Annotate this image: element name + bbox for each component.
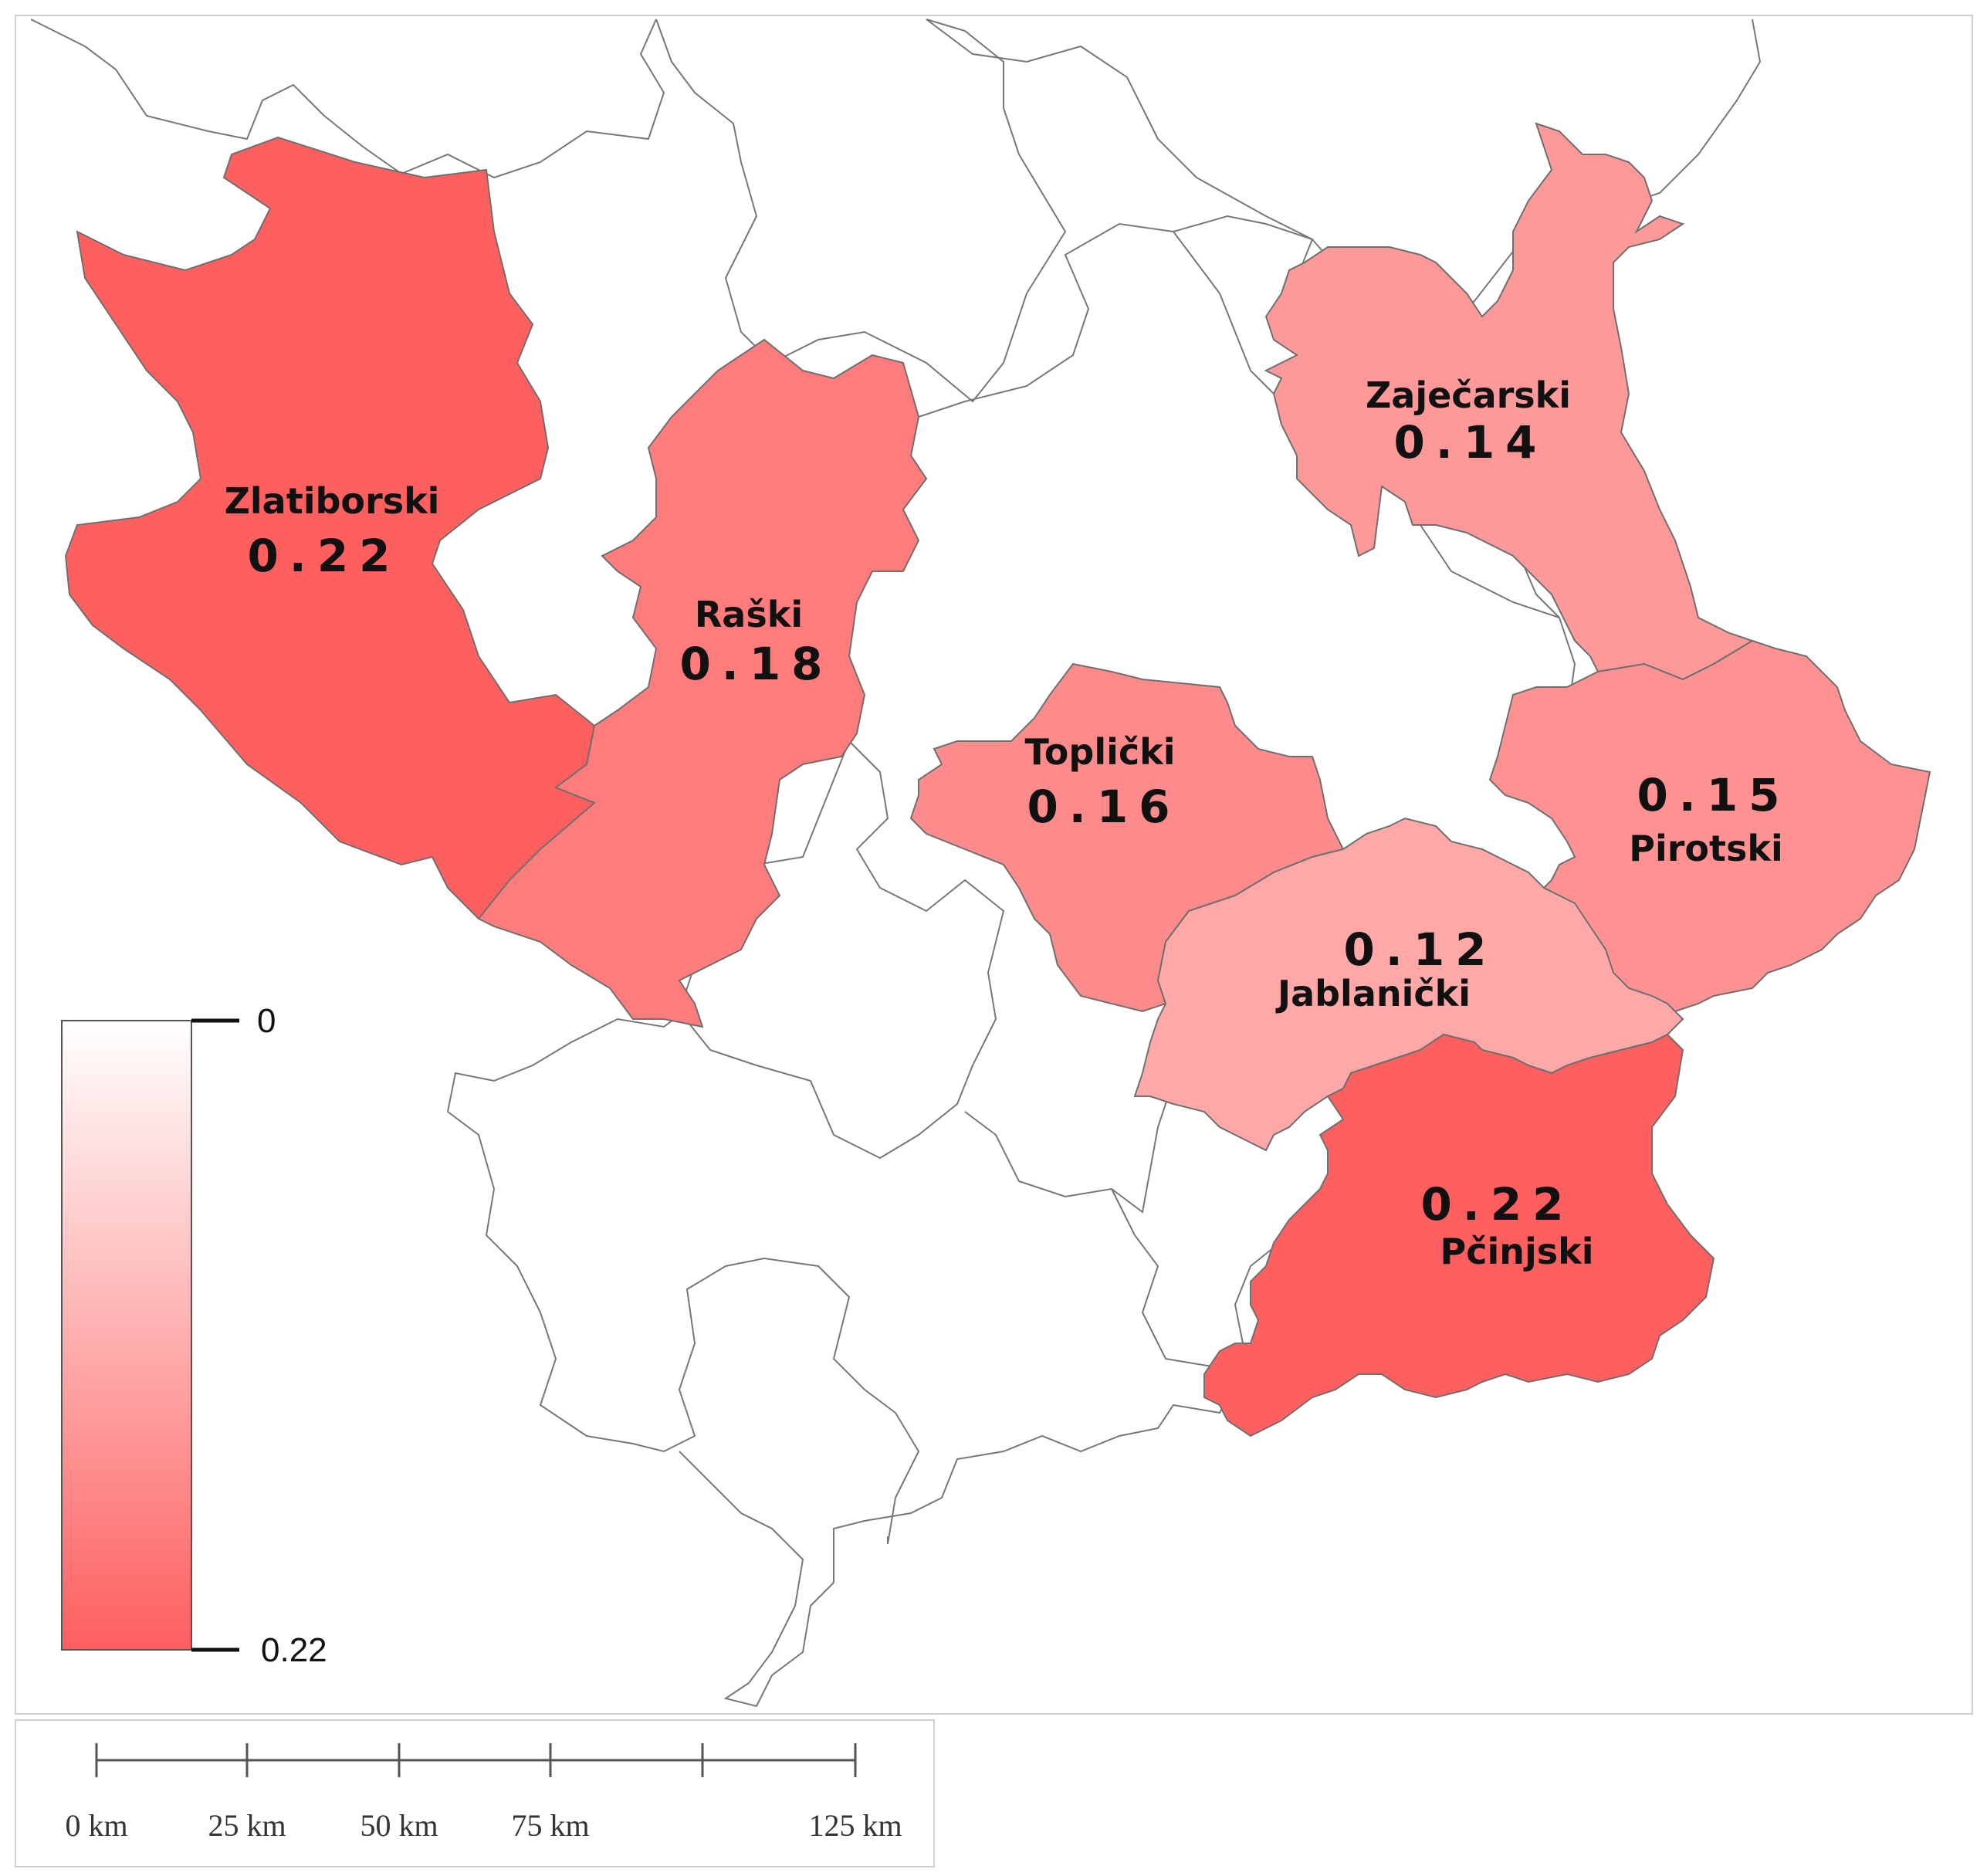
outline-north-center bbox=[655, 19, 1067, 403]
scale-label-0km: 0 km bbox=[65, 1808, 127, 1843]
region-zajecarski[interactable] bbox=[1264, 122, 1755, 681]
legend-min-label: 0 bbox=[257, 1002, 276, 1040]
scale-label-50km: 50 km bbox=[360, 1808, 438, 1843]
region-zlatiborski[interactable] bbox=[64, 136, 596, 920]
region-toplicki[interactable] bbox=[909, 662, 1345, 1013]
label-zajecarski-name: Zaječarski bbox=[1366, 374, 1571, 416]
legend-max-label: 0.22 bbox=[261, 1631, 327, 1669]
region-labels: Zlatiborski 0.22 Raški 0.18 Toplički 0.1… bbox=[225, 374, 1790, 1272]
scale-label-25km: 25 km bbox=[208, 1808, 286, 1843]
outline-south bbox=[679, 1358, 1237, 1708]
scale-bar: 0 km 25 km 50 km 75 km 125 km bbox=[15, 1719, 935, 1868]
label-pcinjski-name: Pčinjski bbox=[1440, 1231, 1593, 1272]
label-toplicki-value: 0.16 bbox=[1027, 781, 1180, 833]
legend-gradient-bar bbox=[61, 1020, 192, 1651]
label-jablanicki-name: Jablanički bbox=[1275, 973, 1471, 1014]
region-pirotski[interactable] bbox=[1488, 639, 1931, 1013]
label-toplicki-name: Toplički bbox=[1025, 731, 1176, 773]
label-raski-value: 0.18 bbox=[679, 638, 833, 690]
region-raski[interactable] bbox=[477, 338, 928, 1028]
outline-south-west bbox=[446, 1003, 920, 1545]
label-zlatiborski-name: Zlatiborski bbox=[225, 480, 440, 522]
label-zajecarski-value: 0.14 bbox=[1393, 416, 1547, 469]
label-pirotski-name: Pirotski bbox=[1629, 828, 1783, 869]
map-frame bbox=[15, 15, 1973, 1715]
label-pirotski-value: 0.15 bbox=[1637, 769, 1790, 821]
label-zlatiborski-value: 0.22 bbox=[247, 530, 401, 582]
scale-bar-box bbox=[15, 1719, 935, 1868]
label-jablanicki-value: 0.12 bbox=[1343, 923, 1497, 976]
label-pcinjski-value: 0.22 bbox=[1420, 1178, 1574, 1231]
scale-label-125km: 125 km bbox=[808, 1808, 902, 1843]
coloured-regions bbox=[64, 122, 1931, 1437]
label-raski-name: Raški bbox=[695, 594, 803, 635]
colour-legend: 0 0.22 bbox=[61, 1002, 327, 1669]
scale-label-75km: 75 km bbox=[511, 1808, 589, 1843]
region-pcinjski[interactable] bbox=[1203, 1033, 1715, 1437]
outline-north-west bbox=[30, 19, 665, 179]
